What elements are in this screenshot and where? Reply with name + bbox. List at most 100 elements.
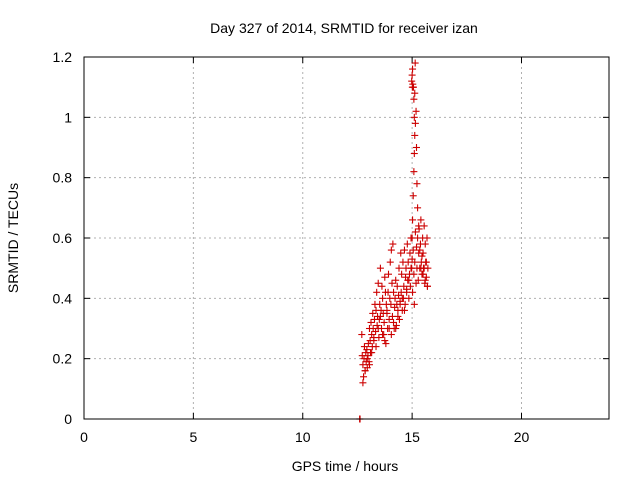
data-point <box>388 279 396 287</box>
data-point <box>407 264 415 272</box>
data-point <box>364 340 372 348</box>
data-point <box>408 234 416 242</box>
y-tick-label: 1.2 <box>53 49 73 65</box>
data-point <box>397 249 405 257</box>
data-point <box>387 331 395 339</box>
data-point <box>410 168 418 176</box>
y-tick-label: 0.2 <box>53 351 73 367</box>
data-point <box>373 288 381 296</box>
data-point <box>374 279 382 287</box>
data-point <box>380 318 388 326</box>
data-point <box>413 144 420 151</box>
data-point <box>406 282 414 290</box>
data-point <box>423 282 431 290</box>
data-point <box>378 282 386 290</box>
data-point <box>389 240 397 248</box>
data-point <box>409 65 417 73</box>
data-point <box>417 216 425 224</box>
data-point <box>369 309 377 317</box>
y-tick-label: 0.6 <box>53 230 73 246</box>
data-point <box>403 240 411 248</box>
data-point <box>410 150 418 158</box>
data-point <box>365 361 373 369</box>
data-point <box>422 273 430 281</box>
data-point <box>410 300 418 308</box>
y-axis-label: SRMTID / TECUs <box>5 183 21 293</box>
data-point <box>415 222 423 230</box>
data-point <box>409 80 417 88</box>
data-point <box>419 249 427 257</box>
x-tick-label: 15 <box>404 429 420 445</box>
data-point <box>419 270 427 278</box>
data-point <box>381 273 389 281</box>
y-tick-label: 0.8 <box>53 170 73 186</box>
y-tick-label: 0.4 <box>53 290 73 306</box>
data-point <box>398 270 406 278</box>
data-point <box>370 337 378 345</box>
data-point <box>411 119 419 127</box>
data-point <box>385 325 393 332</box>
data-point <box>398 294 406 302</box>
data-point <box>409 192 417 200</box>
data-point <box>400 246 408 254</box>
data-point <box>391 294 399 302</box>
data-point <box>375 334 383 342</box>
data-point <box>404 258 412 266</box>
data-point <box>375 315 383 323</box>
data-point <box>361 367 369 375</box>
data-point <box>395 315 403 323</box>
data-point <box>385 315 393 323</box>
data-point <box>387 300 395 308</box>
data-point <box>387 246 395 254</box>
chart-title: Day 327 of 2014, SRMTID for receiver iza… <box>210 20 478 36</box>
data-point <box>359 361 367 369</box>
data-point <box>413 243 420 251</box>
data-point <box>411 89 419 97</box>
data-point <box>410 270 418 278</box>
data-point <box>411 228 419 236</box>
data-point <box>422 258 430 266</box>
data-point <box>383 306 391 314</box>
x-tick-label: 20 <box>514 429 530 445</box>
data-point <box>405 294 413 302</box>
data-point <box>372 343 380 351</box>
data-point <box>420 264 428 272</box>
data-point <box>393 282 401 290</box>
data-point <box>385 270 392 278</box>
data-point <box>408 77 416 85</box>
data-point <box>409 246 417 254</box>
data-point <box>421 276 429 284</box>
data-point <box>411 258 419 266</box>
y-tick-labels: 0 0.2 0.4 0.6 0.8 1 1.2 <box>53 49 73 427</box>
data-point <box>376 300 384 308</box>
data-point <box>379 331 387 339</box>
x-tick-label: 5 <box>189 429 197 445</box>
data-point <box>392 325 400 332</box>
data-point <box>360 373 368 381</box>
data-point <box>396 300 404 308</box>
data-point <box>390 318 398 326</box>
data-point <box>368 349 376 357</box>
data-point <box>410 113 418 121</box>
data-point <box>421 240 429 248</box>
x-tick-labels: 0 5 10 15 20 <box>80 429 529 445</box>
data-point <box>379 294 387 302</box>
data-point <box>382 340 390 348</box>
data-point <box>413 180 421 188</box>
data-point <box>363 355 371 363</box>
data-point <box>358 331 366 339</box>
data-point <box>381 337 389 345</box>
data-point <box>412 107 420 115</box>
data-point <box>394 312 402 320</box>
data-point <box>414 204 422 212</box>
data-point <box>408 71 416 79</box>
data-point <box>386 258 394 266</box>
data-point <box>406 249 414 257</box>
data-point <box>359 379 367 387</box>
data-point <box>405 276 413 284</box>
data-point <box>410 95 418 103</box>
x-tick-label: 10 <box>295 429 311 445</box>
data-point <box>374 325 382 332</box>
data-point <box>409 288 417 296</box>
